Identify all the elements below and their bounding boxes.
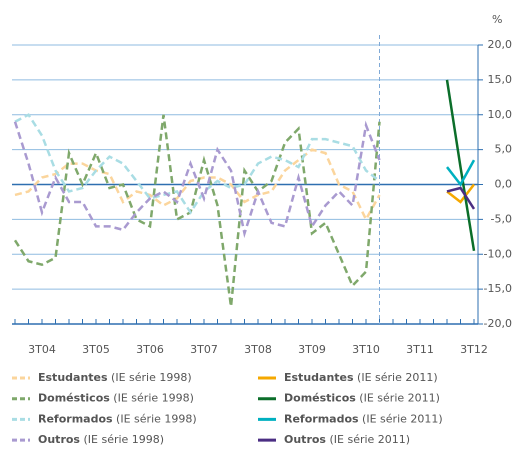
x-tick-label: 3T08 [244, 343, 272, 356]
series-line [446, 159, 476, 187]
series-line [446, 183, 475, 204]
y-tick-label: 0,0 [495, 178, 513, 191]
legend-label: Estudantes (IE série 1998) [38, 371, 192, 384]
legend-label: Domésticos (IE série 1998) [38, 392, 194, 405]
x-tick-label: 3T10 [352, 343, 380, 356]
y-tick-label: -15,0 [484, 282, 512, 295]
series-line [13, 114, 381, 307]
legend-name: Estudantes [38, 371, 108, 384]
x-tick-label: 3T06 [136, 343, 164, 356]
legend-edition: (IE série 1998) [110, 392, 194, 405]
series-line [445, 79, 476, 251]
y-tick-label: -10,0 [484, 247, 512, 260]
series-line [446, 186, 476, 210]
y-tick-label: -5,0 [491, 212, 512, 225]
x-tick-label: 3T04 [28, 343, 56, 356]
legend-edition: (IE série 2011) [354, 371, 438, 384]
legend-name: Domésticos [38, 392, 110, 405]
y-tick-label: -20,0 [484, 317, 512, 330]
legend-label: Outros (IE série 1998) [38, 433, 164, 446]
legend-label: Reformados (IE série 2011) [284, 412, 443, 425]
x-tick-label: 3T12 [460, 343, 488, 356]
legend-name: Outros [38, 433, 80, 446]
legend-label: Reformados (IE série 1998) [38, 412, 197, 425]
y-tick-label: 5,0 [495, 143, 513, 156]
legend-edition: (IE série 2011) [359, 412, 443, 425]
y-tick-label: 10,0 [488, 108, 513, 121]
legend-name: Estudantes [284, 371, 354, 384]
legend-label: Outros (IE série 2011) [284, 433, 410, 446]
x-tick-label: 3T11 [406, 343, 434, 356]
x-tick-label: 3T07 [190, 343, 218, 356]
legend-edition: (IE série 1998) [80, 433, 164, 446]
y-tick-label: 20,0 [488, 38, 513, 51]
legend-label: Domésticos (IE série 2011) [284, 392, 440, 405]
legend-name: Reformados [38, 412, 113, 425]
series-line [13, 120, 381, 239]
legend-name: Reformados [284, 412, 359, 425]
y-unit: % [492, 13, 502, 26]
legend-name: Domésticos [284, 392, 356, 405]
legend-edition: (IE série 1998) [108, 371, 192, 384]
y-tick-label: 15,0 [488, 73, 513, 86]
legend-edition: (IE série 1998) [113, 412, 197, 425]
legend-label: Estudantes (IE série 2011) [284, 371, 438, 384]
series-line [14, 148, 381, 223]
legend-name: Outros [284, 433, 326, 446]
legend-edition: (IE série 2011) [326, 433, 410, 446]
series-line [14, 113, 381, 215]
x-tick-label: 3T05 [82, 343, 110, 356]
legend-edition: (IE série 2011) [356, 392, 440, 405]
x-tick-label: 3T09 [298, 343, 326, 356]
